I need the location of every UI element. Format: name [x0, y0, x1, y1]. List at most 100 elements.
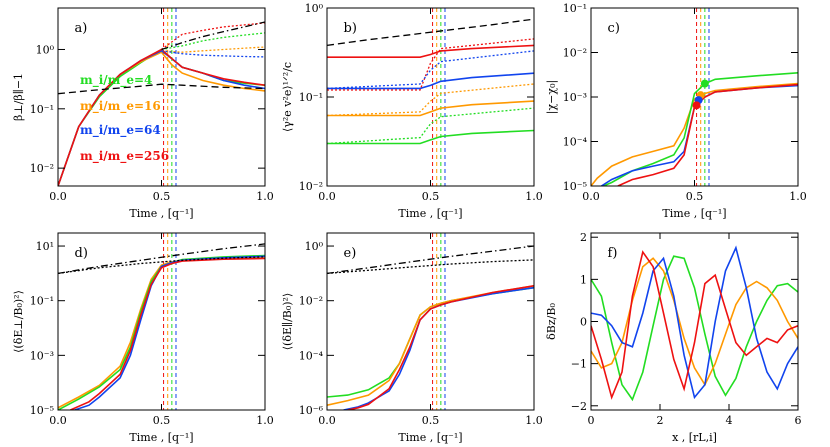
x-tick-label: 0.5	[686, 190, 704, 203]
legend-entry: m_i/m_e=256	[80, 149, 169, 164]
series-line-m256	[327, 44, 534, 59]
x-axis-label: Time , [q⁻¹]	[662, 207, 726, 220]
series-line-m64	[327, 72, 534, 90]
x-tick-label: 0.5	[153, 414, 171, 427]
series-line-m64	[161, 50, 265, 58]
y-tick-label: 0	[580, 316, 587, 329]
series-line-black	[327, 259, 534, 275]
y-tick-label: 10⁻²	[563, 47, 587, 60]
y-tick-label: 10⁻⁴	[563, 136, 588, 149]
series-line-m256	[617, 83, 798, 186]
y-axis-label: ⟨(δE∥/B₀)²⟩	[281, 293, 294, 351]
legend-entry: m_i/m_e=64	[80, 123, 161, 138]
panel-label: a)	[75, 21, 88, 36]
series-line-m16	[327, 83, 534, 117]
point-marker-m4	[700, 79, 709, 88]
series-line-black	[58, 243, 265, 275]
series-line-m4	[161, 32, 265, 51]
series-line-m16	[327, 285, 534, 406]
series-line-m16	[327, 100, 534, 117]
y-tick-label: 10⁻²	[299, 295, 323, 308]
y-tick-label: 10⁻³	[563, 91, 587, 104]
x-tick-label: 0.5	[422, 414, 440, 427]
y-tick-label: 10⁻³	[30, 349, 54, 362]
x-tick-label: 0.0	[582, 190, 600, 203]
x-axis-label: x , [rL,i]	[672, 431, 717, 444]
y-tick-label: 10⁻⁴	[299, 349, 324, 362]
y-tick-label: 10⁻⁵	[563, 180, 587, 193]
series-line-m64	[74, 255, 265, 410]
panel-2: 0.0 0.5 1.0 10⁻² 10⁻¹ 10⁰ b) Time , [q⁻¹] ⟨γ²e v…	[281, 2, 543, 220]
y-axis-label: β⊥/β∥−1	[12, 73, 25, 121]
y-tick-label: 10⁻²	[30, 162, 54, 175]
panel-6: 0 2 4 6 −2 −1 0 1 2 f) x , [rL,i] δBz/B₀	[545, 231, 802, 444]
series-line-m256	[591, 250, 798, 400]
series-line-m4	[591, 255, 798, 402]
y-tick-label: 10⁻¹	[30, 295, 54, 308]
x-tick-label: 1.0	[525, 414, 543, 427]
series-line-m256	[347, 285, 534, 410]
x-tick-label: 0.5	[422, 190, 440, 203]
legend-entry: m_i/m_e=4	[80, 73, 152, 88]
x-tick-label: 0.5	[153, 190, 171, 203]
panel-label: c)	[608, 21, 620, 36]
panel-label: e)	[344, 246, 357, 261]
series-line-m4	[603, 72, 798, 186]
panel-3: 0.0 0.5 1.0 10⁻⁵ 10⁻⁴ 10⁻³ 10⁻² 10⁻¹ c) Time , [q…	[545, 2, 807, 220]
series-line-m16	[161, 46, 265, 53]
x-tick-label: 1.0	[525, 190, 543, 203]
y-tick-label: 10⁻²	[299, 180, 323, 193]
series-line-black	[161, 21, 265, 51]
y-tick-label: 10⁰	[305, 240, 324, 253]
series-line-m256	[70, 257, 265, 410]
y-tick-label: 10¹	[36, 240, 54, 253]
panel-1: 0.0 0.5 1.0 10⁻² 10⁻¹ 10⁰ a) Time , [q⁻¹] β⊥/β∥−…	[12, 7, 274, 220]
panel-label: b)	[344, 21, 357, 36]
series-line-black	[327, 245, 534, 275]
series-line-m16	[591, 82, 798, 186]
y-tick-label: 10⁻¹	[563, 2, 587, 15]
series-line-m4	[327, 129, 534, 145]
series-line-m16	[58, 256, 265, 409]
y-tick-label: −2	[571, 400, 587, 413]
y-axis-label: |χ−χ₀|	[545, 80, 559, 114]
x-axis-label: Time , [q⁻¹]	[129, 207, 193, 220]
series-line-m256	[58, 48, 265, 186]
series-line-m64	[591, 245, 798, 400]
x-tick-label: 6	[795, 414, 802, 427]
x-axis-label: Time , [q⁻¹]	[398, 431, 462, 444]
series-line-m64	[58, 49, 265, 186]
y-tick-label: 2	[580, 231, 587, 244]
series-line-black	[58, 256, 265, 275]
y-axis-label: ⟨γ²e v²e⟩¹ᐟ²/c	[281, 62, 294, 132]
series-line-black	[58, 83, 265, 95]
y-tick-label: 10⁻⁵	[30, 404, 54, 417]
x-tick-label: 0.0	[318, 414, 336, 427]
x-tick-label: 4	[726, 414, 733, 427]
panel-label: f)	[608, 246, 618, 261]
series-line-m4	[58, 254, 265, 410]
x-tick-label: 0.0	[318, 190, 336, 203]
x-tick-label: 1.0	[789, 190, 807, 203]
legend-entry: m_i/m_e=16	[80, 99, 161, 114]
y-tick-label: 10⁰	[36, 43, 55, 56]
x-tick-label: 0	[588, 414, 595, 427]
y-tick-label: 10⁻⁶	[299, 404, 324, 417]
y-tick-label: 10⁻¹	[299, 91, 323, 104]
axes-frame	[326, 7, 535, 187]
x-axis-label: Time , [q⁻¹]	[398, 207, 462, 220]
panel-label: d)	[75, 246, 88, 261]
series-line-m256	[161, 22, 265, 51]
series-line-m4	[327, 107, 534, 145]
series-line-m16	[591, 257, 798, 387]
y-axis-label: ⟨(δE⊥/B₀)²⟩	[12, 290, 25, 353]
series-line-black	[327, 18, 534, 47]
y-tick-label: −1	[571, 358, 587, 371]
series-line-m4	[327, 286, 534, 398]
x-tick-label: 1.0	[256, 414, 274, 427]
point-marker-m256	[692, 101, 701, 110]
x-tick-label: 0.0	[49, 414, 67, 427]
series-line-m4	[58, 48, 265, 186]
y-tick-label: 10⁰	[305, 2, 324, 15]
